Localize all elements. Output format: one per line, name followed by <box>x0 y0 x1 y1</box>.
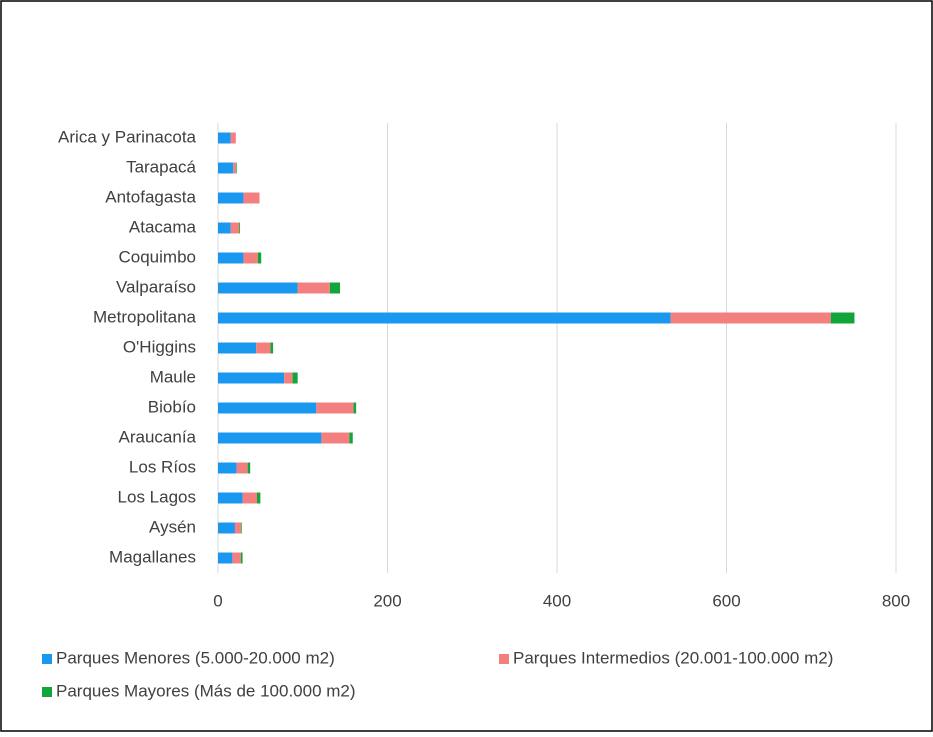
bar-segment <box>240 552 243 564</box>
bar-segment <box>247 462 251 474</box>
bar-segment <box>218 462 237 474</box>
bar-segment <box>218 192 244 204</box>
bar-segment <box>270 342 274 354</box>
x-tick-label: 200 <box>373 591 401 610</box>
bar-segment <box>670 312 831 324</box>
y-tick-label: Tarapacá <box>126 157 196 176</box>
y-tick-label: Antofagasta <box>105 187 196 206</box>
bar-segment <box>218 402 317 414</box>
bar-segment <box>329 282 341 294</box>
y-tick-label: Metropolitana <box>93 307 197 326</box>
y-tick-label: Coquimbo <box>119 247 197 266</box>
bar-segment <box>218 312 671 324</box>
legend-label: Parques Mayores (Más de 100.000 m2) <box>56 681 356 700</box>
y-tick-label: Arica y Parinacota <box>58 127 196 146</box>
x-tick-label: 800 <box>882 591 910 610</box>
bar-segment <box>242 492 257 504</box>
bar-segment <box>239 222 241 234</box>
bar-segment <box>218 132 231 144</box>
bar-segment <box>256 492 261 504</box>
bar-segment <box>218 222 231 234</box>
y-tick-label: O'Higgins <box>123 337 196 356</box>
bar-segment <box>256 342 271 354</box>
y-tick-label: Aysén <box>149 517 196 536</box>
bar-segment <box>218 552 233 564</box>
y-tick-label: Magallanes <box>109 547 196 566</box>
legend-label: Parques Intermedios (20.001-100.000 m2) <box>513 648 833 667</box>
y-tick-label: Los Lagos <box>118 487 196 506</box>
bar-segment <box>236 462 248 474</box>
bar-segment <box>240 522 242 534</box>
bar-segment <box>218 252 244 264</box>
bar-segment <box>292 372 298 384</box>
legend-label: Parques Menores (5.000-20.000 m2) <box>56 648 335 667</box>
bar-segment <box>218 162 234 174</box>
bar-segment <box>233 162 236 174</box>
bar-segment <box>316 402 354 414</box>
bar-segment <box>232 552 241 564</box>
bar-segment <box>235 162 237 174</box>
y-tick-label: Atacama <box>129 217 197 236</box>
x-tick-label: 400 <box>543 591 571 610</box>
bar-segment <box>218 342 257 354</box>
bar-segment <box>257 252 262 264</box>
bar-segment <box>230 222 240 234</box>
y-tick-label: Araucanía <box>119 427 197 446</box>
bar-segment <box>218 432 322 444</box>
bar-segment <box>349 432 353 444</box>
bar-segment <box>297 282 330 294</box>
x-tick-label: 0 <box>213 591 222 610</box>
y-tick-label: Los Ríos <box>129 457 196 476</box>
bar-segment <box>218 492 243 504</box>
bar-segment <box>243 192 260 204</box>
bar-segment <box>353 402 357 414</box>
bar-segment <box>321 432 350 444</box>
y-tick-label: Valparaíso <box>116 277 196 296</box>
legend-swatch <box>42 654 52 664</box>
legend-swatch <box>499 654 509 664</box>
bar-segment <box>243 252 258 264</box>
bar-segment <box>218 522 235 534</box>
bar-segment <box>218 282 298 294</box>
bar-segment <box>230 132 236 144</box>
bar-segment <box>218 372 285 384</box>
bar-segment <box>284 372 293 384</box>
y-tick-label: Biobío <box>148 397 196 416</box>
legend-swatch <box>42 687 52 697</box>
x-tick-label: 600 <box>712 591 740 610</box>
bar-segment <box>830 312 855 324</box>
y-tick-label: Maule <box>150 367 196 386</box>
bar-segment <box>234 522 241 534</box>
